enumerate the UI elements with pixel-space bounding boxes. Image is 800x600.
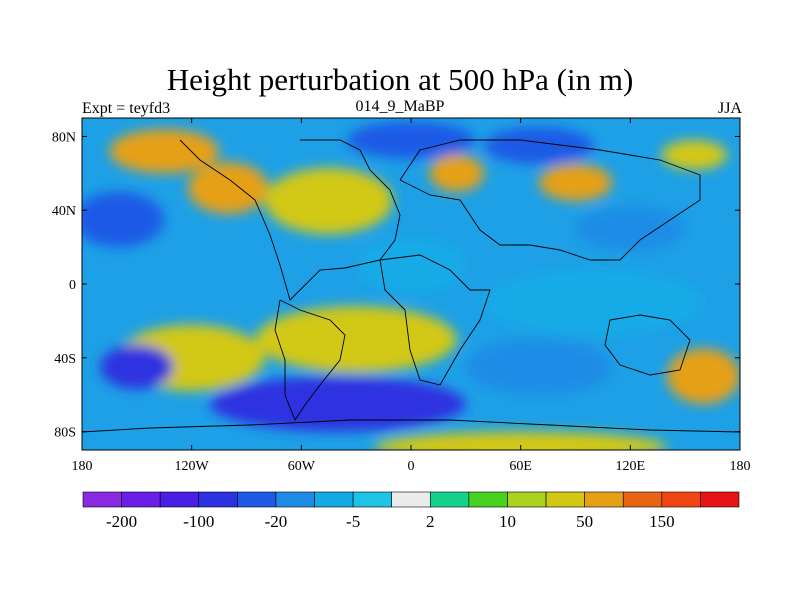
field-anomaly-2	[188, 162, 269, 214]
y-tick-label: 80N	[52, 130, 76, 145]
colorbar-label: -200	[106, 512, 137, 531]
x-tick-label: 0	[408, 459, 415, 474]
colorbar: -200 -100 -20 -5 2 10 50 150	[82, 491, 740, 531]
x-tick-label: 120W	[175, 459, 210, 474]
y-tick-label: 40S	[54, 352, 76, 367]
contour-field	[82, 118, 740, 450]
coastline-eurasia	[399, 139, 701, 261]
colorbar-swatch	[468, 491, 508, 508]
x-tick-label: 180	[72, 459, 93, 474]
y-axis: 80N 40N 0 40S 80S	[52, 130, 740, 441]
field-anomaly-19	[356, 237, 466, 294]
coastline-africa	[379, 254, 491, 386]
colorbar-swatch	[391, 491, 431, 508]
field-anomaly-3	[264, 167, 393, 235]
colorbar-swatch	[121, 491, 161, 508]
colorbar-swatch	[314, 491, 354, 508]
colorbar-swatch	[159, 491, 200, 508]
field-anomaly-17	[465, 339, 613, 395]
x-tick-label: 120E	[616, 459, 646, 474]
colorbar-swatch	[237, 491, 277, 508]
field-anomaly-14	[575, 206, 686, 251]
colorbar-label: 10	[499, 512, 516, 531]
colorbar-label: -20	[265, 512, 288, 531]
field-anomaly-12	[82, 191, 165, 248]
field-anomaly-16	[209, 376, 466, 432]
season-label: JJA	[717, 100, 742, 117]
colorbar-swatch	[275, 491, 315, 508]
x-tick-label: 60W	[288, 459, 316, 474]
colorbar-label: 2	[426, 512, 435, 531]
colorbar-swatch	[507, 491, 547, 508]
colorbar-swatch	[700, 491, 740, 508]
x-tick-label: 180	[730, 459, 751, 474]
coastline-south-america	[274, 299, 346, 421]
field-anomaly-4	[429, 154, 485, 192]
field-anomaly-10	[374, 431, 667, 450]
field-anomaly-6	[661, 140, 728, 170]
colorbar-swatch	[661, 491, 701, 508]
colorbar-label: -5	[346, 512, 360, 531]
colorbar-swatch	[82, 491, 122, 508]
coastline-north-america	[179, 139, 401, 301]
coastline-australia	[604, 314, 691, 376]
field-anomaly-18	[484, 269, 704, 336]
coastline-antarctica	[82, 419, 740, 433]
coastline	[82, 139, 740, 433]
colorbar-swatch	[352, 491, 393, 508]
colorbar-label: 150	[649, 512, 675, 531]
field-anomaly-9	[666, 348, 740, 404]
x-tick-label: 60E	[509, 459, 532, 474]
y-tick-label: 80S	[54, 426, 76, 441]
field-anomaly-11	[347, 121, 475, 159]
y-tick-label: 40N	[52, 204, 76, 219]
field-anomaly-5	[538, 164, 613, 201]
colorbar-swatch	[429, 491, 470, 508]
field-anomaly-15	[100, 344, 174, 390]
y-tick-label: 0	[69, 278, 76, 293]
colorbar-swatch	[584, 491, 624, 508]
colorbar-label: 50	[576, 512, 593, 531]
field-anomaly-8	[255, 306, 457, 373]
field-anomaly-1	[109, 129, 220, 174]
field-anomaly-13	[484, 127, 594, 165]
colorbar-swatch	[622, 491, 663, 508]
chart-title: Height perturbation at 500 hPa (in m)	[166, 62, 634, 97]
period-label: 014_9_MaBP	[355, 98, 445, 115]
colorbar-label: -100	[183, 512, 214, 531]
colorbar-swatch	[545, 491, 585, 508]
colorbar-swatch	[198, 491, 238, 508]
experiment-label: Expt = teyfd3	[82, 100, 171, 117]
x-axis: 180 120W 60W 0 60E 120E 180	[72, 118, 751, 474]
